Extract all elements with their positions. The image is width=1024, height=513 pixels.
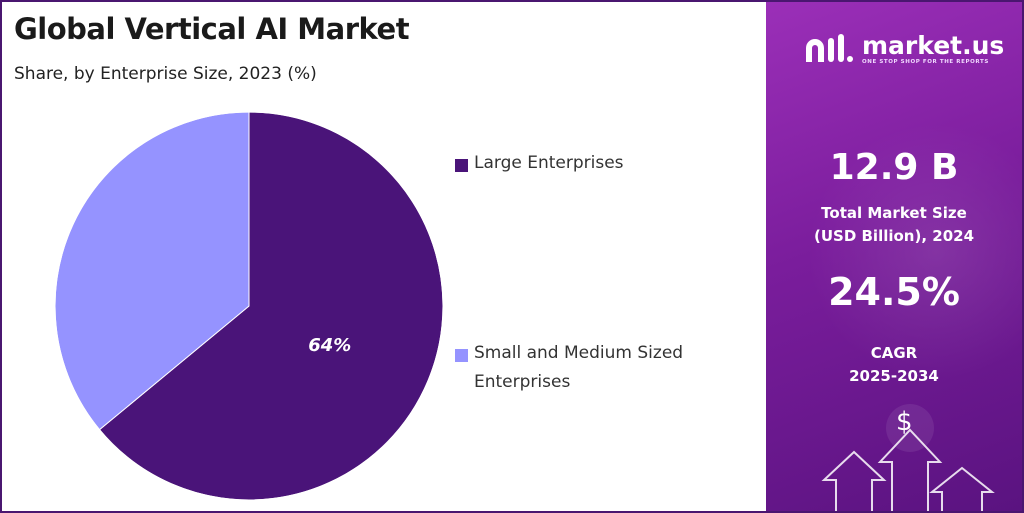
panel-glow (806, 122, 1022, 382)
legend-item-small-medium: Small and Medium Sized Enterprises (455, 343, 754, 397)
up-arrow-icon (877, 428, 943, 511)
dollar-icon: $ (896, 407, 913, 437)
up-arrow-icon (821, 450, 887, 511)
market-size-label-line1: Total Market Size (821, 204, 967, 222)
chart-subtitle: Share, by Enterprise Size, 2023 (%) (14, 64, 317, 84)
legend-label-large: Large Enterprises (474, 153, 624, 173)
coin-icon (886, 404, 934, 452)
legend-swatch-large (455, 159, 468, 172)
market-size-label-line2: (USD Billion), 2024 (813, 227, 975, 245)
chart-panel: Global Vertical AI Market Share, by Ente… (2, 2, 766, 511)
pie-data-label-0: 64% (308, 335, 351, 356)
brand-logo: market.us ONE STOP SHOP FOR THE REPORTS (802, 32, 1004, 66)
pie-chart: 64% (54, 111, 444, 501)
brand-name: market.us (862, 31, 1005, 60)
cagr-value: 24.5% (828, 270, 960, 314)
brand-tagline: ONE STOP SHOP FOR THE REPORTS (862, 59, 989, 65)
legend-label-small-medium: Small and Medium Sized Enterprises (474, 343, 684, 392)
market-us-logo-icon (806, 34, 853, 62)
up-arrow-icon (929, 466, 995, 511)
legend-swatch-small-medium (455, 349, 468, 362)
cagr-label-line1: CAGR (870, 344, 918, 362)
cagr-label-line2: 2025-2034 (849, 367, 939, 385)
legend-item-large: Large Enterprises (455, 153, 624, 178)
market-size-value: 12.9 B (829, 147, 959, 188)
stats-panel: $ market.us ONE STOP SHOP FOR THE REPORT… (766, 2, 1022, 511)
decorative-arrows (821, 404, 995, 511)
pie-outline (54, 111, 444, 501)
chart-title: Global Vertical AI Market (14, 12, 410, 46)
